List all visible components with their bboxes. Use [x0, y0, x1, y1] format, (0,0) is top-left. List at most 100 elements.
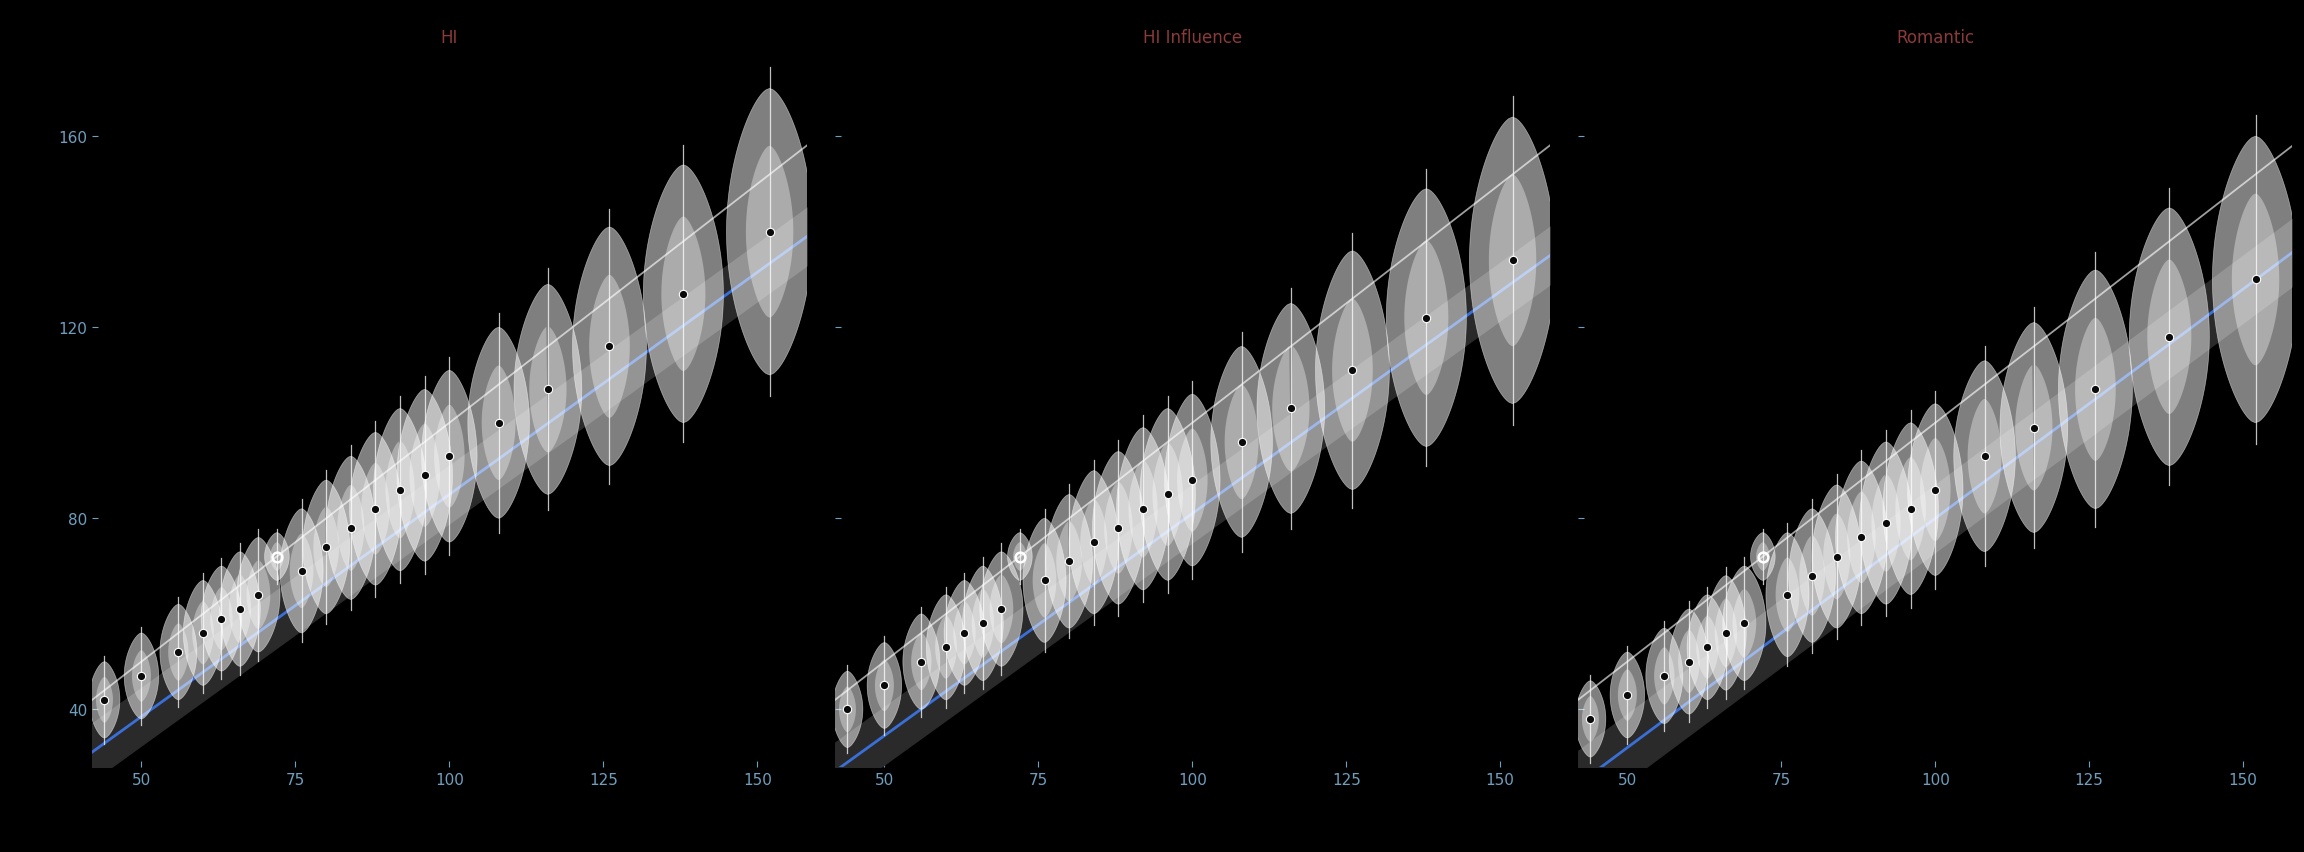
Polygon shape — [1387, 189, 1465, 447]
Polygon shape — [210, 587, 233, 650]
Polygon shape — [281, 509, 323, 633]
Polygon shape — [1014, 543, 1028, 571]
Polygon shape — [726, 89, 813, 376]
Polygon shape — [237, 538, 281, 653]
Polygon shape — [1046, 495, 1092, 629]
Polygon shape — [945, 581, 984, 686]
Polygon shape — [1908, 404, 1963, 576]
Polygon shape — [1822, 514, 1850, 600]
Polygon shape — [590, 275, 629, 418]
Polygon shape — [1104, 482, 1134, 574]
Polygon shape — [1788, 509, 1836, 642]
Polygon shape — [2076, 319, 2115, 462]
Polygon shape — [1756, 543, 1769, 571]
Polygon shape — [1226, 385, 1258, 499]
Polygon shape — [1954, 361, 2016, 552]
Polygon shape — [468, 328, 530, 519]
Title: Romantic: Romantic — [1896, 29, 1975, 47]
Polygon shape — [1751, 533, 1774, 581]
Polygon shape — [433, 406, 465, 508]
Polygon shape — [362, 463, 389, 555]
Polygon shape — [746, 147, 793, 319]
Polygon shape — [422, 371, 477, 543]
Polygon shape — [1705, 576, 1746, 690]
Polygon shape — [903, 614, 940, 710]
Polygon shape — [1081, 499, 1108, 585]
Polygon shape — [1848, 492, 1875, 584]
Polygon shape — [1836, 462, 1887, 614]
Polygon shape — [1576, 681, 1606, 757]
Polygon shape — [350, 433, 401, 585]
Polygon shape — [97, 677, 113, 722]
Polygon shape — [1258, 304, 1325, 514]
Polygon shape — [159, 605, 196, 700]
Polygon shape — [979, 552, 1023, 666]
Polygon shape — [2000, 323, 2067, 533]
Polygon shape — [131, 650, 152, 702]
Polygon shape — [963, 567, 1002, 681]
Polygon shape — [270, 543, 283, 571]
Polygon shape — [832, 671, 862, 748]
Polygon shape — [910, 633, 931, 690]
Polygon shape — [336, 486, 364, 571]
Title: HI: HI — [440, 29, 458, 47]
Polygon shape — [571, 227, 647, 466]
Polygon shape — [1470, 118, 1555, 404]
Polygon shape — [410, 424, 440, 527]
Polygon shape — [1919, 439, 1951, 542]
Polygon shape — [290, 534, 313, 608]
Polygon shape — [1859, 442, 1912, 605]
Polygon shape — [1968, 400, 2002, 514]
Polygon shape — [1405, 241, 1449, 395]
Polygon shape — [124, 633, 159, 719]
Polygon shape — [1069, 471, 1117, 614]
Polygon shape — [926, 595, 965, 700]
Polygon shape — [1687, 595, 1728, 700]
Polygon shape — [1092, 452, 1145, 605]
Polygon shape — [1645, 629, 1682, 724]
Polygon shape — [514, 285, 583, 495]
Polygon shape — [1488, 176, 1537, 347]
Polygon shape — [2057, 271, 2134, 509]
Polygon shape — [1896, 458, 1926, 561]
Polygon shape — [2129, 209, 2210, 466]
Polygon shape — [482, 366, 516, 481]
Polygon shape — [396, 390, 452, 561]
Polygon shape — [1668, 609, 1710, 714]
Polygon shape — [661, 217, 705, 371]
Polygon shape — [2212, 137, 2299, 423]
Polygon shape — [643, 165, 723, 423]
Polygon shape — [1654, 648, 1675, 705]
Polygon shape — [2147, 260, 2191, 415]
Polygon shape — [1212, 347, 1272, 538]
Polygon shape — [1023, 519, 1067, 642]
Polygon shape — [168, 624, 189, 681]
Polygon shape — [1882, 423, 1938, 595]
Polygon shape — [1813, 486, 1862, 629]
Polygon shape — [90, 662, 120, 738]
Polygon shape — [1140, 409, 1196, 581]
Polygon shape — [1583, 696, 1599, 742]
Polygon shape — [1316, 251, 1389, 490]
Polygon shape — [1617, 670, 1636, 721]
Polygon shape — [839, 687, 855, 733]
Polygon shape — [1032, 544, 1055, 618]
Polygon shape — [302, 481, 350, 614]
Polygon shape — [184, 581, 223, 686]
Polygon shape — [1332, 299, 1373, 442]
Polygon shape — [1164, 394, 1221, 567]
Polygon shape — [265, 533, 290, 581]
Polygon shape — [219, 552, 260, 666]
Polygon shape — [1723, 567, 1765, 681]
Polygon shape — [373, 409, 426, 571]
Polygon shape — [1152, 443, 1182, 546]
Polygon shape — [1117, 428, 1170, 590]
Polygon shape — [1765, 533, 1809, 657]
Polygon shape — [2233, 194, 2279, 366]
Title: HI Influence: HI Influence — [1143, 29, 1242, 47]
Polygon shape — [876, 660, 894, 711]
Polygon shape — [200, 567, 242, 671]
Polygon shape — [1177, 429, 1207, 532]
Polygon shape — [1776, 558, 1799, 632]
Polygon shape — [1610, 653, 1645, 738]
